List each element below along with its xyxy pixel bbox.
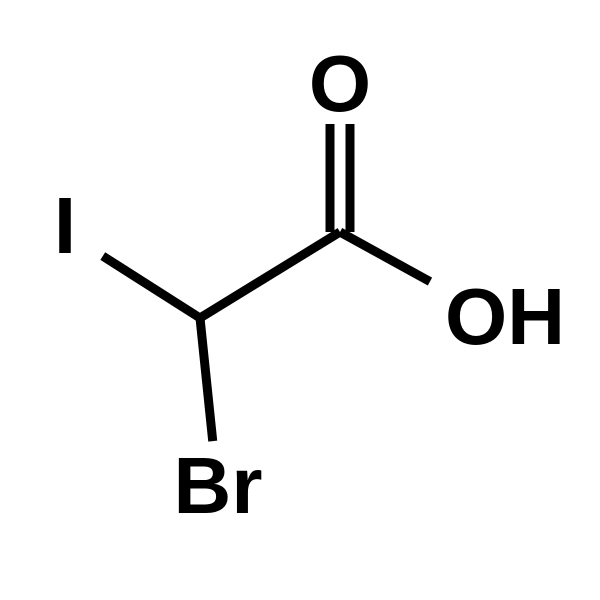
atom-label-br: Br xyxy=(174,441,263,530)
atom-layer: I Br O OH xyxy=(54,39,565,530)
atom-label-od: O xyxy=(309,39,371,128)
bond-layer xyxy=(103,124,430,441)
atom-label-i: I xyxy=(54,181,76,270)
molecule-diagram: I Br O OH xyxy=(0,0,600,600)
atom-label-oh: OH xyxy=(445,272,565,361)
